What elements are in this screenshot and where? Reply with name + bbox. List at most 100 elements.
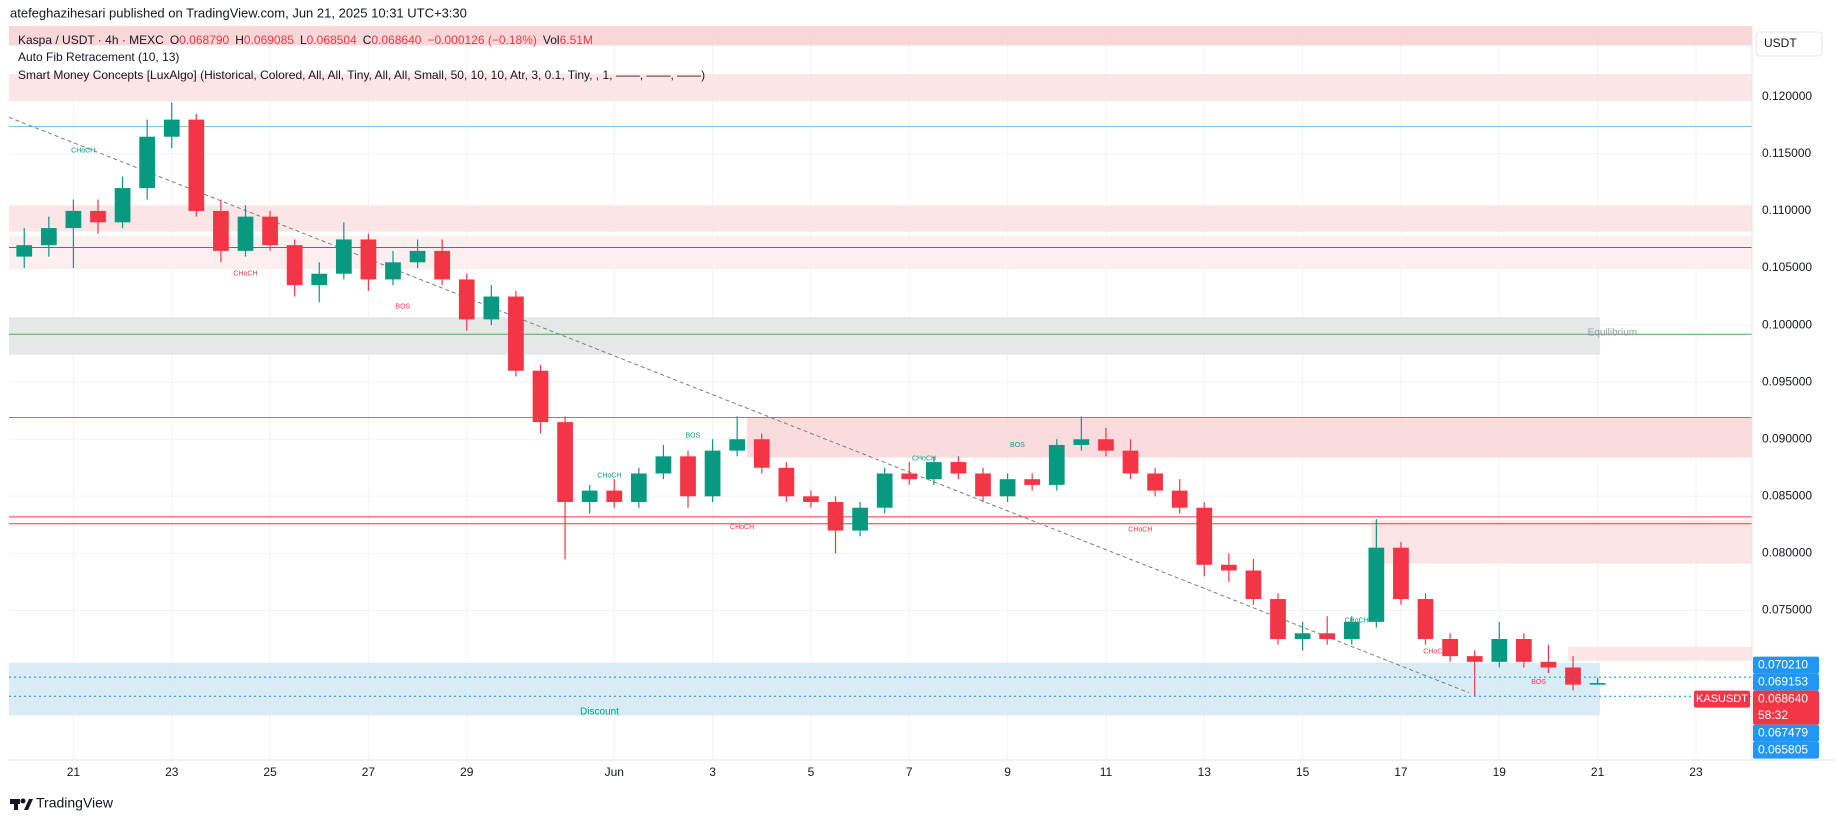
x-tick-label: 19 — [1493, 765, 1507, 779]
candle-body — [335, 239, 352, 274]
candle-body — [581, 490, 598, 503]
zone — [9, 26, 1752, 46]
y-tick-label: 0.110000 — [1762, 203, 1811, 217]
x-tick-label: 27 — [362, 765, 376, 779]
symbol: Kaspa / USDT · 4h · MEXC — [18, 33, 164, 47]
candle-body — [262, 216, 278, 246]
candle-body — [1565, 667, 1581, 685]
price-label-box — [1753, 656, 1819, 674]
candle-body — [434, 250, 451, 280]
x-tick-label: 13 — [1198, 765, 1212, 779]
candle-body — [852, 507, 868, 531]
candle-body — [729, 439, 746, 451]
candle-body — [311, 273, 328, 286]
candle-body — [1491, 638, 1508, 662]
candle-body — [803, 496, 819, 503]
y-tick-label: 0.095000 — [1762, 374, 1812, 388]
symbol-label-box — [1694, 690, 1750, 708]
price-label: 0.068640 — [1758, 691, 1808, 705]
candle-body — [753, 439, 770, 468]
candle-body — [213, 210, 229, 251]
candle-body — [237, 216, 254, 251]
y-tick-label: 0.090000 — [1762, 431, 1812, 445]
candle-body — [163, 119, 180, 137]
candle-body — [1442, 638, 1458, 657]
x-tick-label: 7 — [906, 765, 913, 779]
fib-trendline — [9, 116, 1469, 694]
legend-value: 0.069085 — [244, 33, 294, 47]
candle-body — [1589, 683, 1606, 685]
y-tick-label: 0.085000 — [1762, 488, 1812, 502]
x-tick-label: 29 — [460, 765, 474, 779]
candle-body — [827, 502, 844, 531]
annotation: CHoCH — [1128, 526, 1152, 533]
y-tick-label: 0.105000 — [1762, 260, 1812, 274]
x-tick-label: 3 — [709, 765, 716, 779]
x-tick-label: 15 — [1296, 765, 1310, 779]
price-label-box — [1753, 741, 1819, 759]
legend-value: 0.068504 — [307, 33, 357, 47]
price-label-box — [1753, 673, 1819, 691]
x-tick-label: 21 — [1591, 765, 1605, 779]
x-tick-label: 9 — [1004, 765, 1011, 779]
legend-value: 0.068640 — [371, 33, 421, 47]
zone — [1568, 646, 1752, 661]
countdown: 58:32 — [1758, 708, 1788, 722]
publisher: atefeghazihesari published on TradingVie… — [10, 5, 467, 20]
annotation: Equilibrium — [1588, 328, 1637, 339]
candle-body — [1048, 444, 1065, 485]
candle-body — [1196, 507, 1213, 565]
annotation: CHoCH — [730, 524, 754, 531]
zone — [9, 73, 1752, 102]
candle-body — [409, 250, 426, 263]
annotation: CHoCH — [597, 473, 621, 480]
currency[interactable]: USDT — [1764, 36, 1797, 50]
annotation: CHoCH — [1345, 618, 1369, 625]
candle-body — [1393, 547, 1409, 600]
zone — [1371, 520, 1752, 564]
x-tick-label: 25 — [263, 765, 277, 779]
price-label: 0.069153 — [1758, 674, 1808, 688]
candle-body — [606, 490, 623, 503]
candle-body — [1147, 473, 1163, 491]
currency-button[interactable] — [1755, 31, 1823, 57]
x-tick-label: 23 — [1689, 765, 1703, 779]
symbol-label: KASUSDT — [1696, 693, 1748, 705]
candle-body — [630, 473, 647, 503]
candle-body — [876, 473, 893, 508]
legend-key: H — [235, 33, 244, 47]
indicator: Smart Money Concepts [LuxAlgo] (Historic… — [18, 68, 705, 82]
y-tick-label: 0.080000 — [1762, 546, 1812, 560]
candle-body — [114, 188, 131, 223]
brand-logo — [10, 798, 33, 810]
x-tick-label: 21 — [67, 765, 81, 779]
price-label: 0.070210 — [1758, 657, 1808, 671]
candle-body — [1319, 633, 1336, 639]
candle-body — [1098, 439, 1114, 451]
zone — [9, 205, 1752, 232]
brand: TradingView — [36, 795, 114, 811]
candle-body — [188, 119, 205, 211]
candle-body — [778, 467, 795, 497]
price-label-box — [1753, 690, 1819, 725]
annotation: BOS — [395, 304, 410, 311]
legend-value: 0.068790 — [179, 33, 229, 47]
candle-body — [139, 136, 156, 189]
candle-body — [1368, 547, 1385, 622]
candle-body — [1270, 599, 1286, 639]
legend-change: −0.000126 (−0.18%) — [427, 33, 536, 47]
annotation: CHoCH — [1423, 648, 1447, 655]
y-tick-label: 0.075000 — [1762, 603, 1812, 617]
candle-body — [286, 245, 303, 286]
candle-body — [1245, 570, 1262, 600]
candle-body — [65, 210, 82, 229]
y-tick-label: 0.120000 — [1762, 89, 1812, 103]
candle-body — [1515, 638, 1532, 662]
candle-body — [975, 473, 991, 497]
annotation: CHoCH — [233, 271, 257, 278]
candle-body — [1073, 439, 1090, 445]
annotation: Discount — [580, 707, 619, 718]
candle-body — [385, 262, 401, 280]
